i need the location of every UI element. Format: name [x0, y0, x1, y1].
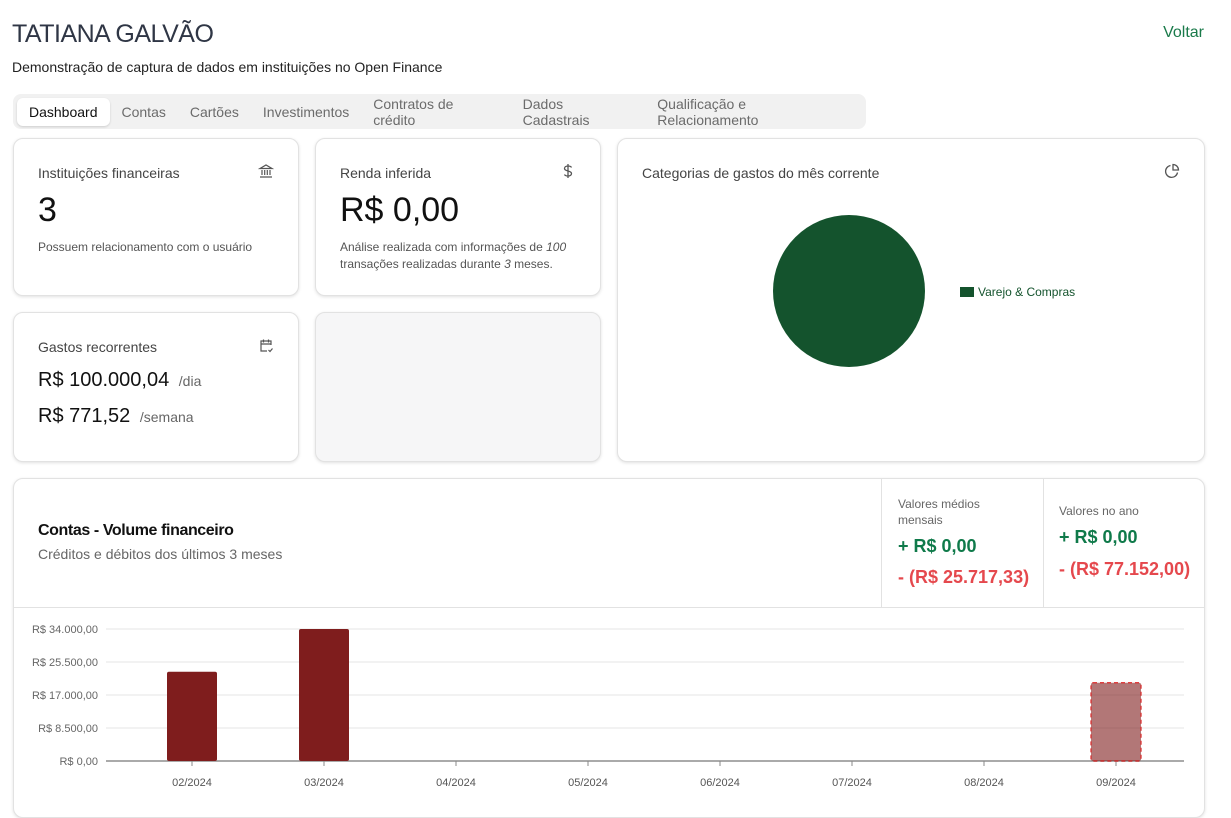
year-label: Valores no ano [1059, 504, 1139, 518]
tab-dashboard[interactable]: Dashboard [17, 97, 110, 126]
institutions-card: Instituições financeiras 3 Possuem relac… [13, 138, 299, 296]
x-tick-label: 02/2024 [172, 777, 212, 789]
page-title: TATIANA GALVÃO [12, 20, 214, 48]
months-count: 3 [504, 257, 511, 271]
bar-projected[interactable] [1090, 682, 1142, 762]
daily-value: R$ 100.000,04 [38, 369, 170, 391]
card-note: Possuem relacionamento com o usuário [38, 240, 253, 254]
recurring-card: Gastos recorrentes R$ 100.000,04 /dia R$… [13, 312, 299, 462]
divider [14, 607, 1204, 608]
page-subtitle: Demonstração de captura de dados em inst… [12, 59, 443, 75]
income-card: Renda inferida R$ 0,00 Análise realizada… [315, 138, 601, 296]
tab-cartoes[interactable]: Cartões [189, 103, 239, 120]
x-tick-label: 08/2024 [964, 777, 1004, 789]
card-title: Gastos recorrentes [38, 339, 158, 355]
bar[interactable] [299, 629, 349, 761]
card-title: Renda inferida [340, 165, 432, 181]
bar[interactable] [167, 671, 217, 761]
x-tick-label: 06/2024 [700, 777, 740, 789]
x-tick-label: 07/2024 [832, 777, 872, 789]
income-value: R$ 0,00 [340, 191, 460, 229]
y-tick-label: R$ 0,00 [59, 756, 98, 768]
volume-card: Contas - Volume financeiro Créditos e dé… [13, 478, 1205, 818]
year-debit: - (R$ 77.152,00) [1059, 559, 1191, 579]
avg-debit: - (R$ 25.717,33) [898, 567, 1030, 587]
categories-card: Categorias de gastos do mês corrente Var… [617, 138, 1205, 462]
y-tick-label: R$ 25.500,00 [32, 657, 98, 669]
pie-slice-varejo-compras[interactable] [773, 215, 925, 367]
x-tick-label: 03/2024 [304, 777, 344, 789]
volume-subtitle: Créditos e débitos dos últimos 3 meses [38, 546, 283, 562]
avg-label: Valores médios mensais [898, 497, 980, 527]
weekly-unit: /semana [139, 409, 194, 425]
tab-dados-cadastrais[interactable]: Dados Cadastrais [522, 95, 590, 128]
weekly-value: R$ 771,52 [38, 405, 131, 427]
y-tick-label: R$ 8.500,00 [38, 723, 98, 735]
tab-bar: Dashboard Contas Cartões Investimentos C… [13, 94, 866, 129]
avg-credit: + R$ 0,00 [898, 536, 977, 556]
card-title: Categorias de gastos do mês corrente [642, 165, 880, 181]
note-text: transações realizadas durante [340, 257, 505, 271]
card-title: Instituições financeiras [38, 165, 180, 181]
transactions-count: 100 [546, 240, 567, 254]
empty-card [315, 312, 601, 462]
divider [1043, 479, 1044, 608]
card-note: Análise realizada com informações de 100… [340, 239, 580, 273]
x-tick-label: 05/2024 [568, 777, 608, 789]
back-link[interactable]: Voltar [1163, 24, 1204, 41]
year-credit: + R$ 0,00 [1059, 527, 1138, 547]
tab-contas[interactable]: Contas [121, 103, 166, 120]
volume-title: Contas - Volume financeiro [38, 522, 234, 539]
dollar-icon [563, 164, 573, 178]
x-tick-label: 04/2024 [436, 777, 476, 789]
institutions-count: 3 [38, 191, 57, 229]
divider [881, 479, 882, 608]
tab-qualificacao[interactable]: Qualificação e Relacionamento [657, 95, 759, 128]
y-tick-label: R$ 17.000,00 [32, 690, 98, 702]
calendar-check-icon [260, 339, 273, 353]
y-tick-label: R$ 34.000,00 [32, 624, 98, 636]
legend-label: Varejo & Compras [978, 285, 1076, 299]
legend-swatch [960, 287, 974, 297]
weekly-row: R$ 771,52 /semana [38, 405, 194, 428]
tab-contratos-credito[interactable]: Contratos de crédito [373, 95, 454, 128]
pie-legend-item[interactable]: Varejo & Compras [960, 285, 1075, 299]
daily-unit: /dia [178, 373, 202, 389]
x-tick-label: 09/2024 [1096, 777, 1136, 789]
volume-bar-chart: R$ 0,00 R$ 8.500,00 R$ 17.000,00 R$ 25.500,… [32, 624, 1184, 789]
tab-investimentos[interactable]: Investimentos [262, 103, 350, 120]
note-text: meses. [510, 257, 553, 271]
bank-icon [258, 164, 274, 178]
daily-row: R$ 100.000,04 /dia [38, 369, 201, 392]
note-text: Análise realizada com informações de [340, 240, 547, 254]
pie-chart-icon [1164, 163, 1180, 179]
